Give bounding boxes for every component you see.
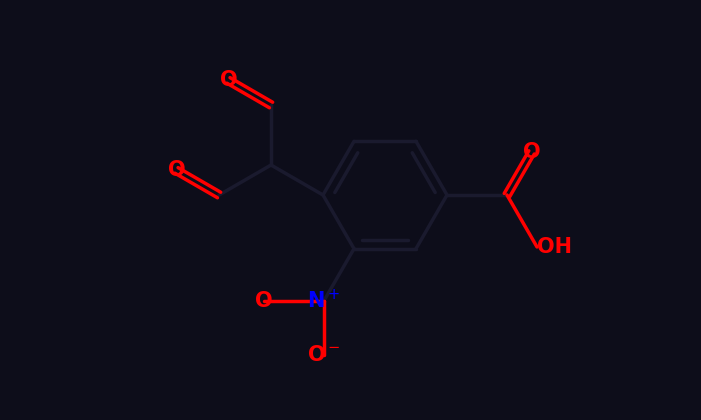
Text: N$^+$: N$^+$ — [308, 289, 341, 312]
Text: O: O — [523, 142, 540, 163]
Text: O: O — [219, 71, 237, 90]
Text: O: O — [255, 291, 273, 311]
Text: OH: OH — [537, 237, 572, 257]
Text: O$^-$: O$^-$ — [307, 345, 341, 365]
Text: O: O — [168, 160, 185, 181]
